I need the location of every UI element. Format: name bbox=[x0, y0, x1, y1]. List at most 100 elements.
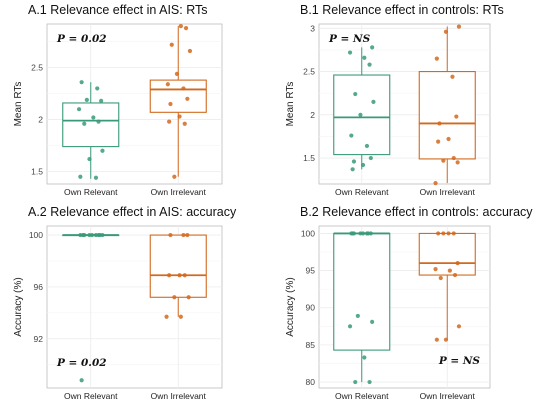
y-tick-label-B2: 90 bbox=[306, 303, 316, 313]
panel-title-A2: A.2 Relevance effect in AIS: accuracy bbox=[28, 205, 237, 219]
panel-title-B2: B.2 Relevance effect in controls: accura… bbox=[300, 205, 533, 219]
data-point-A2-1 bbox=[177, 273, 182, 278]
y-tick-label-B1: 2.5 bbox=[303, 67, 315, 77]
data-point-B1-0 bbox=[349, 133, 354, 138]
data-point-B1-0 bbox=[371, 99, 376, 104]
x-category-label-B2: Own Irrelevant bbox=[420, 391, 476, 401]
data-point-A1-0 bbox=[82, 121, 87, 126]
data-point-B1-1 bbox=[454, 114, 459, 119]
box-A2-1 bbox=[149, 234, 207, 298]
x-category-label-A1: Own Irrelevant bbox=[151, 187, 207, 197]
data-point-A1-1 bbox=[165, 82, 170, 87]
data-point-B1-0 bbox=[347, 50, 353, 55]
y-tick-label-A1: 2.5 bbox=[31, 63, 43, 73]
data-point-A1-0 bbox=[78, 174, 83, 179]
data-point-B2-0 bbox=[360, 231, 366, 236]
data-point-A1-0 bbox=[87, 156, 92, 162]
data-point-A1-1 bbox=[185, 96, 190, 101]
data-point-A1-0 bbox=[99, 98, 104, 103]
data-point-B2-1 bbox=[452, 272, 458, 278]
data-point-B2-0 bbox=[362, 355, 367, 360]
x-category-label-B2: Own Relevant bbox=[335, 391, 389, 401]
data-point-B2-0 bbox=[367, 379, 372, 385]
data-point-B2-1 bbox=[446, 231, 451, 236]
data-point-B1-1 bbox=[437, 121, 442, 126]
data-point-A2-1 bbox=[186, 295, 191, 300]
data-point-B1-0 bbox=[362, 55, 367, 60]
y-axis-label-B1: Mean RTs bbox=[285, 82, 296, 127]
data-point-B1-1 bbox=[443, 29, 449, 34]
data-point-A2-1 bbox=[181, 232, 186, 238]
box-B2-0 bbox=[333, 232, 391, 351]
p-value-annotation-A1: P = 0.02 bbox=[56, 33, 107, 45]
p-value-annotation-A2: P = 0.02 bbox=[56, 357, 107, 369]
p-value-annotation-B1: P = NS bbox=[328, 33, 371, 45]
data-point-B2-0 bbox=[355, 313, 360, 319]
y-tick-label-B2: 95 bbox=[306, 266, 316, 276]
data-point-A1-0 bbox=[100, 148, 105, 153]
y-tick-label-B2: 80 bbox=[306, 377, 316, 387]
data-point-B1-0 bbox=[351, 159, 357, 164]
data-point-B1-1 bbox=[451, 155, 456, 161]
data-point-A1-0 bbox=[76, 107, 82, 112]
y-tick-label-B1: 1.5 bbox=[303, 153, 315, 163]
data-point-B1-1 bbox=[441, 158, 446, 163]
y-tick-label-B1: 3 bbox=[310, 23, 315, 33]
data-point-A2-1 bbox=[178, 314, 183, 319]
box-B2-1 bbox=[418, 232, 476, 276]
x-category-label-A2: Own Relevant bbox=[64, 391, 118, 401]
data-point-B1-0 bbox=[368, 155, 373, 161]
data-point-B1-0 bbox=[358, 112, 363, 117]
y-tick-label-A2: 100 bbox=[29, 230, 43, 240]
data-point-B2-0 bbox=[366, 231, 371, 236]
data-point-A1-1 bbox=[174, 71, 180, 76]
data-point-A1-1 bbox=[168, 101, 173, 107]
data-point-A1-1 bbox=[187, 48, 193, 54]
data-point-A2-1 bbox=[168, 232, 173, 238]
x-category-label-A1: Own Relevant bbox=[64, 187, 118, 197]
x-category-label-B1: Own Irrelevant bbox=[420, 187, 476, 197]
data-point-A1-0 bbox=[93, 175, 99, 180]
data-point-B2-1 bbox=[451, 231, 456, 236]
data-point-B2-0 bbox=[347, 324, 353, 329]
data-point-B2-1 bbox=[433, 267, 438, 272]
data-point-A1-0 bbox=[91, 115, 96, 120]
y-axis-label-B2: Accuracy (%) bbox=[285, 277, 296, 336]
data-point-B2-0 bbox=[353, 379, 358, 385]
data-point-A1-1 bbox=[169, 42, 174, 47]
y-tick-label-A1: 1.5 bbox=[31, 167, 43, 177]
data-point-B1-0 bbox=[360, 162, 366, 168]
y-tick-label-B2: 85 bbox=[306, 340, 316, 350]
data-point-B2-1 bbox=[438, 275, 443, 281]
panel-title-B1: B.1 Relevance effect in controls: RTs bbox=[300, 3, 504, 17]
data-point-A1-0 bbox=[95, 86, 100, 91]
data-point-A2-1 bbox=[164, 314, 169, 319]
data-point-A2-1 bbox=[185, 232, 190, 238]
data-point-B1-0 bbox=[353, 91, 358, 97]
data-point-A2-1 bbox=[182, 273, 187, 278]
data-point-A1-1 bbox=[172, 174, 177, 179]
data-point-B2-0 bbox=[350, 231, 355, 236]
data-point-B1-0 bbox=[350, 167, 355, 172]
x-category-label-B1: Own Relevant bbox=[335, 187, 389, 197]
y-tick-label-B2: 100 bbox=[301, 228, 315, 238]
data-point-B1-0 bbox=[367, 62, 372, 67]
y-axis-label-A1: Mean RTs bbox=[13, 82, 24, 127]
y-axis-label-A2: Accuracy (%) bbox=[13, 277, 24, 336]
box-B1-1 bbox=[418, 71, 476, 160]
data-point-B1-1 bbox=[456, 24, 462, 29]
data-point-A2-0 bbox=[93, 232, 99, 238]
data-point-A1-1 bbox=[182, 121, 187, 126]
panel-title-A1: A.1 Relevance effect in AIS: RTs bbox=[28, 3, 208, 17]
data-point-B2-1 bbox=[443, 337, 449, 342]
data-point-B2-1 bbox=[455, 261, 460, 266]
data-point-B2-1 bbox=[456, 324, 462, 329]
data-point-A2-0 bbox=[79, 378, 84, 383]
data-point-A1-1 bbox=[181, 86, 186, 91]
data-point-A1-0 bbox=[79, 80, 84, 85]
data-point-B1-0 bbox=[370, 45, 375, 50]
data-point-A2-0 bbox=[89, 232, 95, 238]
data-point-B1-1 bbox=[434, 56, 439, 61]
